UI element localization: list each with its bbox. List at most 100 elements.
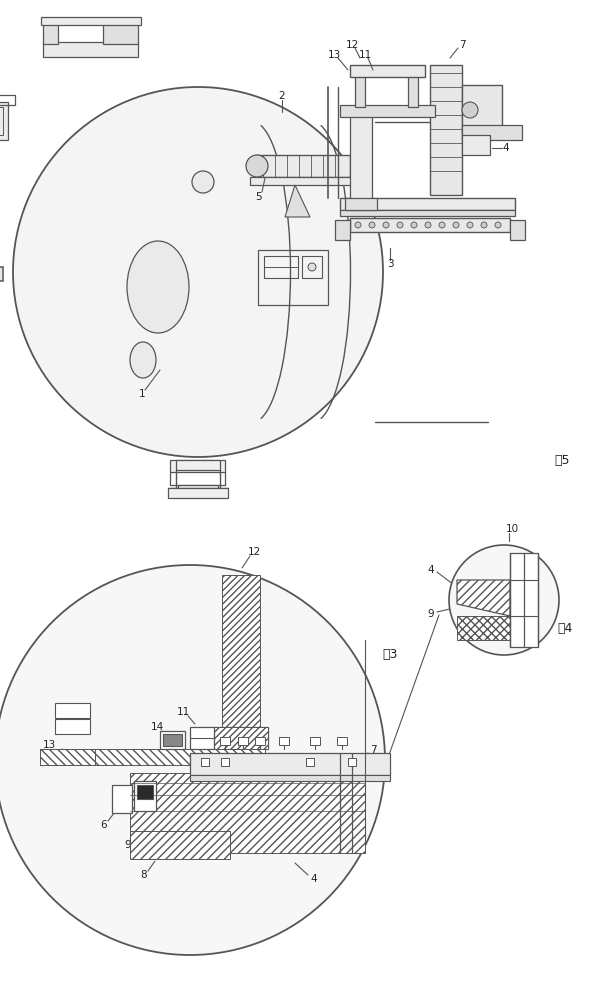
Bar: [214, 727, 268, 749]
Bar: [190, 753, 390, 775]
Circle shape: [462, 102, 478, 118]
Text: 图3: 图3: [383, 648, 398, 662]
Bar: [160, 731, 185, 749]
Bar: [350, 65, 425, 77]
Text: 1: 1: [139, 389, 145, 399]
Bar: [222, 575, 260, 727]
Text: 11: 11: [359, 50, 371, 60]
Bar: [264, 256, 298, 278]
Text: 12: 12: [248, 547, 261, 557]
Bar: [214, 727, 268, 749]
Bar: [221, 758, 229, 766]
Bar: [255, 737, 265, 745]
Bar: [40, 749, 95, 765]
Text: 11: 11: [177, 707, 189, 717]
Bar: [0, 107, 3, 135]
Bar: [0, 102, 8, 140]
Text: 7: 7: [370, 745, 376, 755]
Bar: [168, 488, 228, 498]
Bar: [55, 703, 90, 718]
Bar: [510, 553, 538, 647]
Bar: [345, 198, 377, 210]
Bar: [201, 758, 209, 766]
Bar: [408, 75, 418, 107]
Text: 2: 2: [279, 91, 285, 101]
Circle shape: [308, 263, 316, 271]
Bar: [510, 220, 525, 240]
Bar: [41, 17, 141, 25]
Bar: [350, 218, 510, 232]
Circle shape: [369, 222, 375, 228]
Bar: [0, 95, 15, 105]
Bar: [103, 22, 138, 44]
Text: 3: 3: [387, 259, 394, 269]
Bar: [337, 737, 347, 745]
Bar: [176, 460, 220, 470]
Text: 6: 6: [101, 820, 107, 830]
Bar: [457, 616, 532, 640]
Text: 12: 12: [345, 40, 359, 50]
Bar: [310, 737, 320, 745]
Bar: [190, 775, 390, 781]
Text: 13: 13: [327, 50, 341, 60]
Circle shape: [355, 222, 361, 228]
Circle shape: [13, 87, 383, 457]
Circle shape: [425, 222, 431, 228]
Bar: [335, 220, 350, 240]
Bar: [220, 737, 230, 745]
Text: 4: 4: [311, 874, 318, 884]
Circle shape: [439, 222, 445, 228]
Bar: [340, 105, 435, 117]
Bar: [130, 831, 230, 859]
Bar: [302, 256, 322, 278]
Circle shape: [467, 222, 473, 228]
Text: 5: 5: [254, 192, 261, 202]
Text: 图4: 图4: [557, 621, 573, 635]
Text: 8: 8: [141, 870, 147, 880]
Bar: [258, 250, 328, 305]
Bar: [170, 460, 225, 472]
Bar: [250, 177, 355, 185]
Ellipse shape: [130, 342, 156, 378]
Circle shape: [453, 222, 459, 228]
Bar: [55, 719, 90, 734]
Bar: [350, 115, 372, 205]
Text: 13: 13: [43, 740, 56, 750]
Bar: [0, 267, 3, 281]
Bar: [40, 749, 265, 765]
Bar: [43, 42, 138, 57]
Circle shape: [481, 222, 487, 228]
Text: 4: 4: [503, 143, 509, 153]
Polygon shape: [285, 185, 310, 217]
Ellipse shape: [127, 241, 189, 333]
Bar: [462, 135, 490, 155]
Circle shape: [411, 222, 417, 228]
Bar: [279, 737, 289, 745]
Circle shape: [192, 171, 214, 193]
Bar: [130, 773, 365, 853]
Polygon shape: [457, 580, 510, 616]
Bar: [238, 737, 248, 745]
Bar: [348, 758, 356, 766]
Text: 10: 10: [506, 524, 519, 534]
Bar: [137, 785, 153, 799]
Circle shape: [383, 222, 389, 228]
Text: 14: 14: [150, 722, 164, 732]
Text: 7: 7: [459, 40, 465, 50]
Circle shape: [0, 565, 385, 955]
Bar: [43, 22, 58, 44]
Text: 4: 4: [428, 565, 435, 575]
Bar: [340, 198, 515, 210]
Bar: [163, 734, 182, 746]
Bar: [190, 727, 214, 749]
Bar: [462, 85, 502, 135]
Circle shape: [397, 222, 403, 228]
Bar: [112, 785, 132, 813]
Circle shape: [495, 222, 501, 228]
Text: 9: 9: [428, 609, 435, 619]
Bar: [462, 125, 522, 140]
Bar: [134, 781, 156, 811]
Bar: [430, 65, 462, 195]
Bar: [306, 758, 314, 766]
Text: 9: 9: [124, 840, 131, 850]
